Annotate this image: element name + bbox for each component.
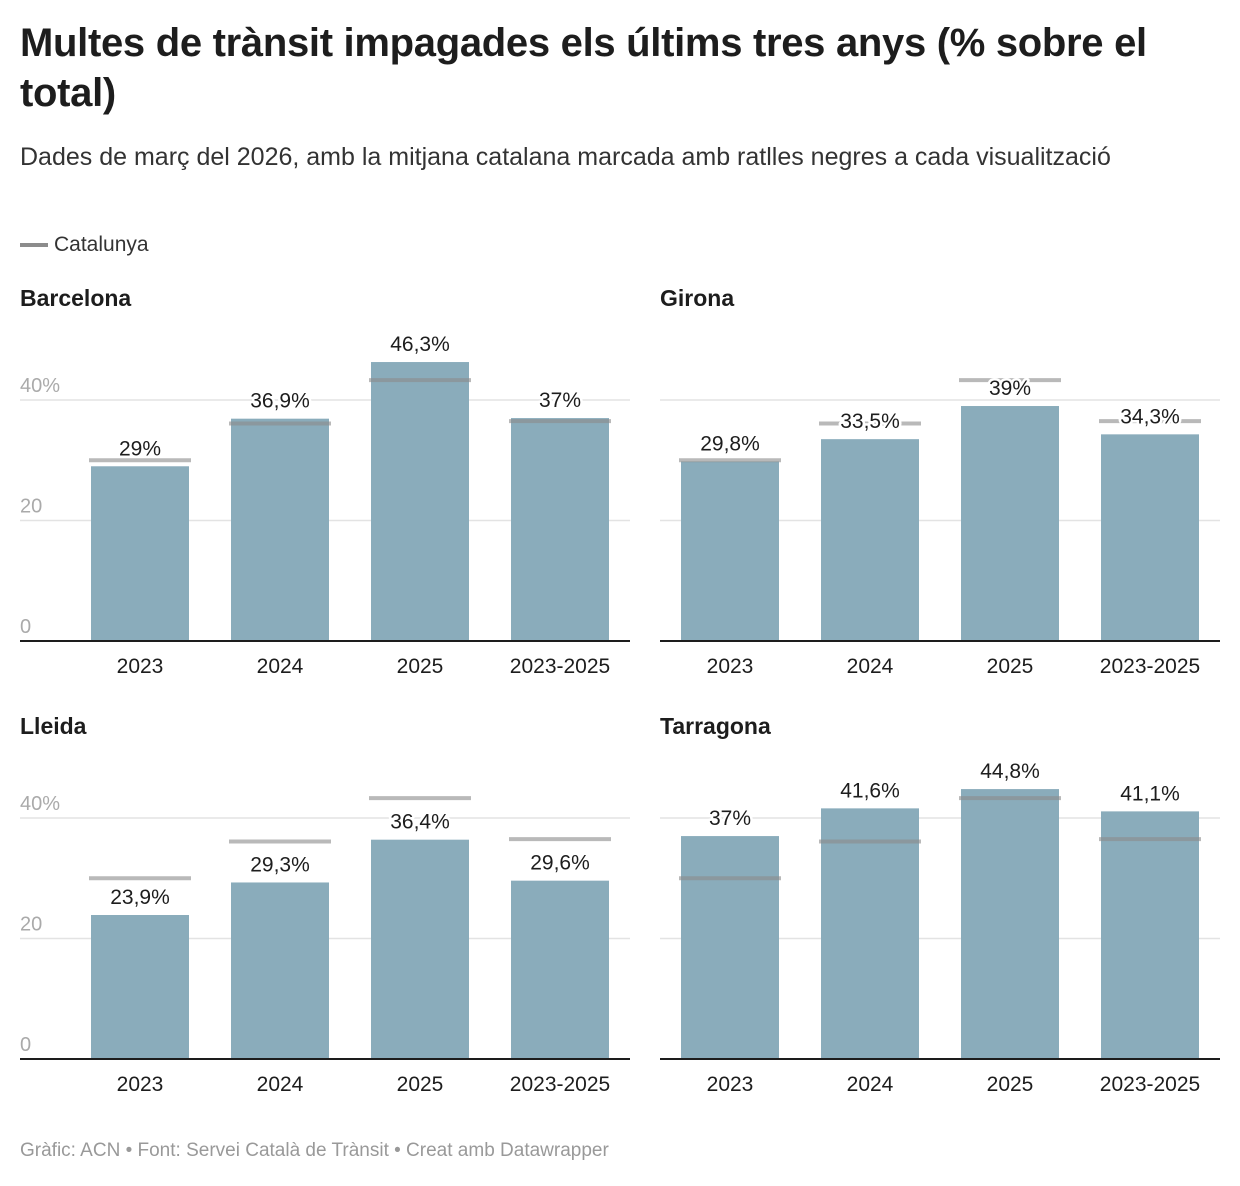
x-tick-label: 2023-2025	[1100, 655, 1200, 678]
x-tick-label: 2025	[397, 1073, 444, 1096]
data-label: 23,9%	[110, 886, 170, 909]
bar-2025	[961, 406, 1059, 641]
x-tick-label: 2024	[257, 1073, 304, 1096]
bar-2023-2025	[1101, 434, 1199, 641]
data-label: 29,6%	[530, 852, 590, 875]
data-label: 41,6%	[840, 779, 900, 802]
x-tick-label: 2023-2025	[510, 1073, 610, 1096]
chart-subtitle: Dades de març del 2026, amb la mitjana c…	[20, 143, 1111, 171]
chart-title: Multes de trànsit impagades els últims t…	[20, 21, 1147, 115]
y-tick-label: 0	[20, 1034, 31, 1056]
x-tick-label: 2023	[117, 1073, 164, 1096]
bar-2025	[371, 362, 469, 641]
x-tick-label: 2023	[707, 1073, 754, 1096]
data-label: 29,3%	[250, 853, 310, 876]
data-label: 36,4%	[390, 811, 450, 834]
bar-2024	[821, 439, 919, 641]
y-tick-label: 40%	[20, 375, 60, 397]
bar-2025	[371, 839, 469, 1059]
data-label: 39%	[989, 377, 1031, 400]
data-label: 36,9%	[250, 390, 310, 413]
bar-2023	[681, 461, 779, 641]
data-label: 46,3%	[390, 333, 450, 356]
x-tick-label: 2025	[397, 655, 444, 678]
chart-girona: 29,8% 2023 33,5% 2024 39% 2025 34,3% 2023-2025	[660, 375, 1220, 678]
y-tick-label: 0	[20, 616, 31, 638]
legend-swatch-catalunya	[20, 243, 48, 247]
footer-credits: Gràfic: ACN • Font: Servei Català de Trà…	[20, 1140, 609, 1161]
panel-title-lleida: Lleida	[20, 713, 87, 739]
bar-2024	[231, 882, 329, 1059]
bar-2024	[231, 418, 329, 641]
bar-2023-2025	[1101, 811, 1199, 1059]
y-tick-label: 20	[20, 914, 42, 936]
x-tick-label: 2024	[847, 655, 894, 678]
bar-2023-2025	[511, 880, 609, 1059]
data-label: 37%	[709, 807, 751, 830]
data-label: 37%	[539, 389, 581, 412]
legend: Catalunya	[20, 233, 149, 257]
panel-title-tarragona: Tarragona	[660, 713, 771, 739]
x-tick-label: 2025	[987, 1073, 1034, 1096]
bar-2023	[681, 836, 779, 1059]
chart-barcelona: 0 20 40% 29% 2023 36,9% 2024 46,3% 2025 37% 2023-2…	[20, 331, 630, 678]
chart-lleida: 0 20 40% 23,9% 2023 29,3% 2024 36,4% 2025 29,6% 20…	[20, 793, 630, 1096]
bar-2023-2025	[511, 418, 609, 641]
bar-2023	[91, 466, 189, 641]
x-tick-label: 2023-2025	[510, 655, 610, 678]
x-tick-label: 2025	[987, 655, 1034, 678]
data-label: 34,3%	[1120, 405, 1180, 428]
legend-label: Catalunya	[54, 233, 149, 256]
x-tick-label: 2023	[117, 655, 164, 678]
panel-title-girona: Girona	[660, 285, 735, 311]
y-tick-label: 40%	[20, 793, 60, 815]
x-tick-label: 2023	[707, 655, 754, 678]
data-label: 41,1%	[1120, 782, 1180, 805]
x-tick-label: 2024	[847, 1073, 894, 1096]
x-tick-label: 2024	[257, 655, 304, 678]
bar-2023	[91, 915, 189, 1059]
y-tick-label: 20	[20, 496, 42, 518]
data-label: 44,8%	[980, 760, 1040, 783]
data-label: 33,5%	[840, 410, 900, 433]
chart-tarragona: 37% 2023 41,6% 2024 44,8% 2025 41,1% 2023-2025	[660, 758, 1220, 1096]
panel-title-barcelona: Barcelona	[20, 285, 132, 311]
bar-2024	[821, 808, 919, 1059]
data-label: 29%	[119, 437, 161, 460]
data-label: 29,8%	[700, 432, 760, 455]
bar-2025	[961, 789, 1059, 1059]
x-tick-label: 2023-2025	[1100, 1073, 1200, 1096]
